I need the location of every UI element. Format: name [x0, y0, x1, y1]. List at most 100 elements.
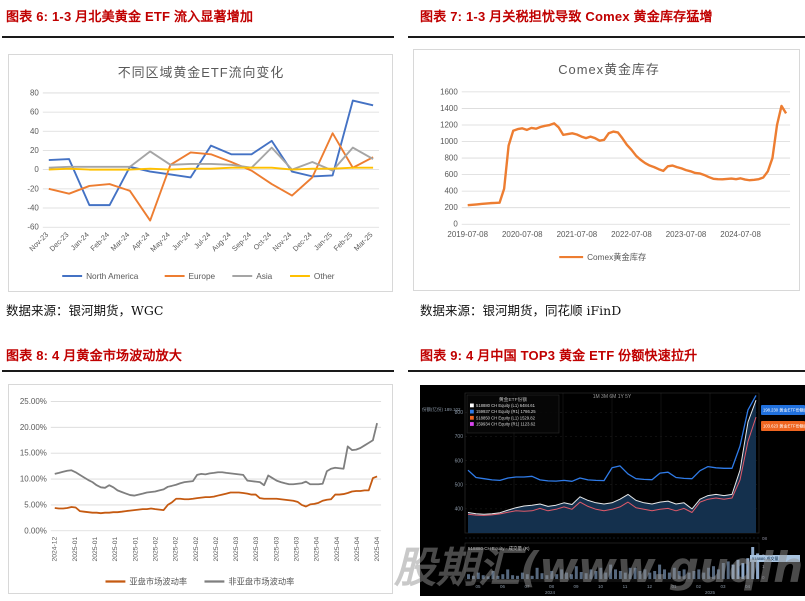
svg-text:2019-07-08: 2019-07-08: [447, 230, 488, 239]
svg-text:02: 02: [696, 584, 702, 589]
figure9-title: 图表 9: 4 月中国 TOP3 黄金 ETF 份额快速拉升: [420, 348, 698, 363]
svg-text:2024-12: 2024-12: [52, 537, 59, 562]
svg-text:800: 800: [445, 154, 459, 163]
figure6-chart: 80 60 40 20 0 -20 -40 -60 不同区域黄金ETF流向变化 Nov-23 Dec…: [8, 54, 393, 292]
svg-text:2025-04: 2025-04: [334, 537, 341, 562]
x-axis: Nov-23Dec-23Jan-24Feb-24Mar-24Apr-24May-…: [27, 230, 374, 253]
svg-text:20: 20: [30, 146, 39, 155]
svg-text:2025-03: 2025-03: [293, 537, 300, 562]
svg-text:Europe: Europe: [189, 272, 216, 281]
svg-text:0: 0: [34, 165, 39, 174]
svg-text:Dec-24: Dec-24: [291, 230, 314, 253]
series-亚盘市场波动率: [54, 475, 378, 515]
svg-text:1200: 1200: [440, 120, 458, 129]
svg-text:25.00%: 25.00%: [20, 397, 47, 406]
svg-text:2025-03: 2025-03: [233, 537, 240, 562]
svg-text:06: 06: [500, 584, 506, 589]
range-buttons: 1M 3M 6M 1Y 5Y: [593, 394, 632, 400]
svg-text:07: 07: [524, 584, 530, 589]
svg-text:0: 0: [453, 220, 458, 229]
source-note-right: 数据来源：银河期货，同花顺 iFinD: [420, 303, 622, 318]
series-etf-blue: [467, 395, 757, 482]
svg-text:2025-02: 2025-02: [152, 537, 159, 562]
chart-title: Comex黄金库存: [558, 62, 660, 77]
divider: [2, 36, 394, 38]
figure6-title: 图表 6: 1-3 月北美黄金 ETF 流入显著增加: [6, 9, 254, 24]
svg-text:Feb-25: Feb-25: [332, 230, 355, 253]
series-Europe: [48, 132, 374, 222]
svg-text:05: 05: [475, 584, 481, 589]
etf-terminal-canvas: 800 700 600 500 400 份额(亿份) 189.102 1M 3M 6M 1Y…: [420, 385, 805, 596]
figure8-title: 图表 8: 4 月黄金市场波动放大: [6, 348, 183, 363]
svg-text:2022-07-08: 2022-07-08: [611, 230, 652, 239]
volume-bars: [467, 547, 760, 579]
divider: [2, 370, 394, 372]
svg-text:0: 0: [762, 575, 765, 580]
legend: Comex黄金库存: [559, 252, 646, 262]
svg-text:80: 80: [30, 88, 39, 97]
svg-text:20.00%: 20.00%: [20, 423, 47, 432]
svg-text:2025-02: 2025-02: [193, 537, 200, 562]
svg-text:2025: 2025: [705, 590, 716, 595]
svg-text:200: 200: [445, 203, 459, 212]
svg-text:-60: -60: [27, 223, 39, 232]
series-非亚盘市场波动率: [54, 422, 378, 497]
svg-text:1400: 1400: [440, 104, 458, 113]
svg-text:03: 03: [720, 584, 726, 589]
comex-inventory-canvas: 1600 1400 1200 1000 800 600 400 200 0 Comex黄金库存 20…: [440, 62, 791, 262]
svg-text:09: 09: [573, 584, 579, 589]
svg-text:-40: -40: [27, 204, 39, 213]
svg-text:10: 10: [598, 584, 604, 589]
svg-text:12: 12: [647, 584, 653, 589]
series-Other: [48, 166, 374, 171]
svg-text:60: 60: [30, 108, 39, 117]
svg-text:1000: 1000: [440, 137, 458, 146]
y-axis: 1600 1400 1200 1000 800 600 400 200 0: [440, 87, 791, 229]
svg-text:Feb-24: Feb-24: [88, 230, 111, 253]
svg-text:2025-01: 2025-01: [92, 537, 99, 562]
chart-title: 不同区域黄金ETF流向变化: [118, 65, 285, 80]
svg-text:2025-01: 2025-01: [132, 537, 139, 562]
svg-text:Sep-24: Sep-24: [230, 230, 253, 253]
series-etf-white: [467, 400, 757, 515]
svg-text:2025-02: 2025-02: [213, 537, 220, 562]
svg-text:2025-03: 2025-03: [273, 537, 280, 562]
svg-text:600: 600: [455, 458, 464, 464]
svg-text:400: 400: [445, 187, 459, 196]
svg-text:非亚盘市场波动率: 非亚盘市场波动率: [228, 577, 294, 587]
svg-text:11: 11: [623, 584, 628, 589]
svg-text:Jun-24: Jun-24: [170, 230, 192, 252]
svg-text:01: 01: [671, 584, 677, 589]
svg-text:1: 1: [762, 564, 765, 569]
svg-text:518880 CH Equity (L1) 6484.61: 518880 CH Equity (L1) 6484.61: [476, 403, 536, 408]
svg-text:Oct-24: Oct-24: [251, 230, 273, 252]
y-axis: 25.00% 20.00% 15.00% 10.00% 5.00% 0.00%: [20, 397, 382, 535]
svg-text:2020-07-08: 2020-07-08: [502, 230, 543, 239]
svg-text:Mar-25: Mar-25: [352, 230, 375, 253]
terminal-x-axis: 05 06 07 08 09 10 11 12 01 02 03 04 2024 2025: [475, 584, 750, 595]
svg-text:亚盘市场波动率: 亚盘市场波动率: [129, 577, 187, 587]
svg-text:2025-04: 2025-04: [374, 537, 381, 562]
figure7-chart: 1600 1400 1200 1000 800 600 400 200 0 Comex黄金库存 20…: [413, 49, 800, 291]
series-comex: [467, 104, 788, 207]
figure9-chart: 800 700 600 500 400 份额(亿份) 189.102 1M 3M 6M 1Y…: [420, 385, 805, 596]
svg-text:2025-01: 2025-01: [112, 537, 119, 562]
svg-text:2025-01: 2025-01: [72, 537, 79, 562]
divider: [408, 36, 805, 38]
svg-text:518850 CH Equity (L1) 1529.82: 518850 CH Equity (L1) 1529.82: [476, 415, 536, 420]
svg-text:Aug-24: Aug-24: [210, 230, 233, 253]
source-note-left: 数据来源：银河期货，WGC: [6, 303, 164, 318]
x-axis: 2019-07-08 2020-07-08 2021-07-08 2022-07-08…: [447, 230, 761, 239]
svg-text:2025-03: 2025-03: [253, 537, 260, 562]
svg-text:159934 CH Equity (R1) 1123.62: 159934 CH Equity (R1) 1123.62: [476, 422, 536, 427]
terminal-note: 份额(亿份) 189.102: [422, 406, 461, 413]
series-Asia: [48, 146, 374, 172]
svg-text:2025-04: 2025-04: [314, 537, 321, 562]
svg-text:Comex黄金库存: Comex黄金库存: [587, 252, 646, 262]
legend: North America Europe Asia Other: [62, 272, 335, 281]
svg-text:518880 成交量: 518880 成交量: [752, 555, 778, 561]
svg-text:40: 40: [30, 127, 39, 136]
svg-text:黄金ETF份额: 黄金ETF份额: [499, 396, 527, 403]
svg-text:08: 08: [549, 584, 555, 589]
